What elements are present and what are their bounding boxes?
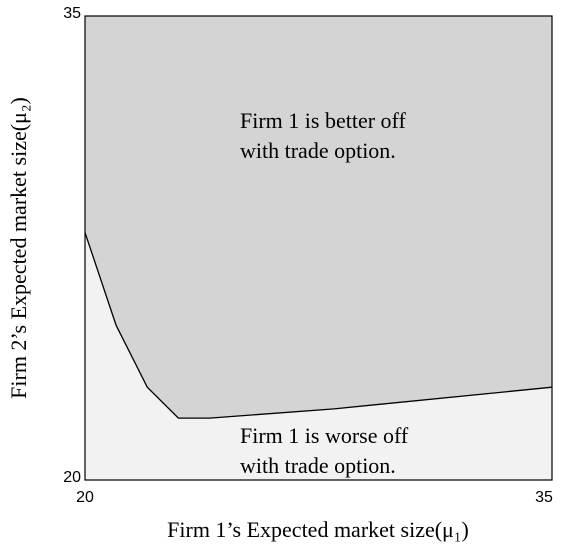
x-axis-label: Firm 1’s Expected market size(μ₁)	[167, 517, 469, 542]
annotation: with trade option.	[240, 138, 396, 163]
x-tick-label: 35	[535, 489, 553, 506]
upper-region	[85, 16, 552, 419]
y-axis-label: Firm 2’s Expected market size(μ₂)	[6, 97, 31, 399]
annotation: Firm 1 is better off	[240, 108, 406, 133]
annotation: with trade option.	[240, 453, 396, 478]
x-tick-label: 20	[76, 489, 94, 506]
y-tick-label: 35	[63, 5, 81, 22]
boundary-line	[84, 232, 553, 419]
y-tick-label: 20	[63, 469, 81, 486]
annotation: Firm 1 is worse off	[240, 423, 409, 448]
plot-frame	[84, 15, 553, 481]
